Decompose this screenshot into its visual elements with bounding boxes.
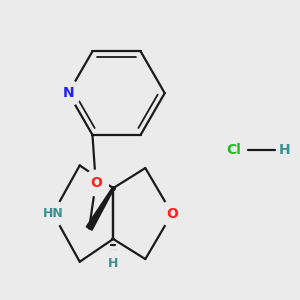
- Text: O: O: [166, 207, 178, 220]
- Circle shape: [56, 80, 81, 106]
- Text: N: N: [62, 86, 74, 100]
- Circle shape: [40, 201, 66, 226]
- Text: O: O: [90, 176, 102, 190]
- Text: H: H: [108, 256, 119, 270]
- Text: H: H: [279, 143, 290, 157]
- Circle shape: [83, 170, 109, 196]
- Circle shape: [159, 201, 185, 226]
- Text: HN: HN: [43, 207, 63, 220]
- Text: Cl: Cl: [226, 143, 241, 157]
- Circle shape: [100, 250, 126, 276]
- Polygon shape: [86, 188, 114, 230]
